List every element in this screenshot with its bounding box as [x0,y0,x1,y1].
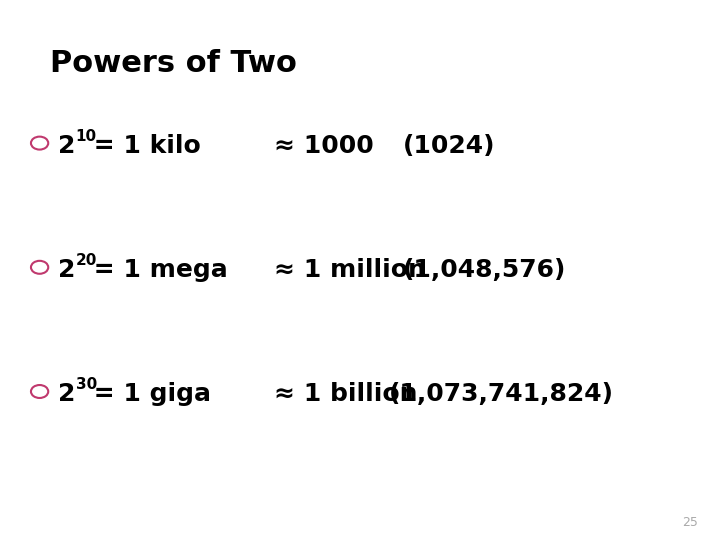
Text: Powers of Two: Powers of Two [50,49,297,78]
Text: 25: 25 [683,516,698,529]
Text: 2: 2 [58,134,75,158]
Text: 2: 2 [58,382,75,406]
Text: = 1 kilo: = 1 kilo [85,134,201,158]
Text: 10: 10 [76,129,96,144]
Text: 20: 20 [76,253,97,268]
Text: (1024): (1024) [403,134,495,158]
Text: (1,073,741,824): (1,073,741,824) [389,382,613,406]
Text: ≈ 1 billion: ≈ 1 billion [274,382,417,406]
Text: ≈ 1 million: ≈ 1 million [274,258,426,282]
Text: = 1 mega: = 1 mega [85,258,228,282]
Text: 2: 2 [58,258,75,282]
Text: 30: 30 [76,377,97,392]
Text: ≈ 1000: ≈ 1000 [274,134,374,158]
Text: (1,048,576): (1,048,576) [403,258,567,282]
Text: = 1 giga: = 1 giga [85,382,211,406]
